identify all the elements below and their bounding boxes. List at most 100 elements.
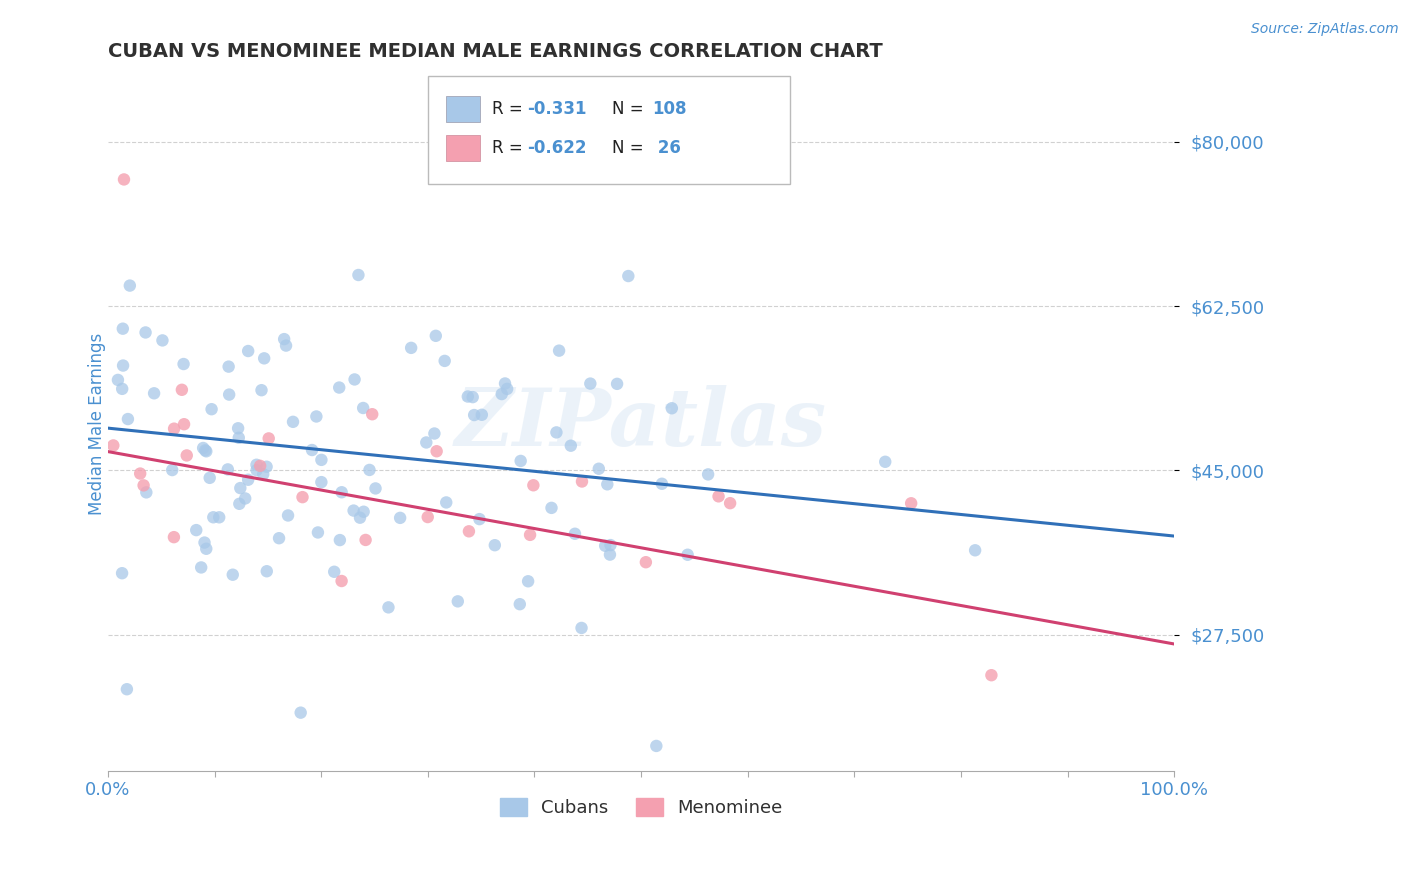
Point <box>579 376 602 391</box>
Point <box>217 462 239 476</box>
Point <box>103 438 125 452</box>
Point <box>354 533 377 547</box>
Point <box>707 489 730 503</box>
Point <box>281 415 304 429</box>
Point <box>226 421 249 435</box>
Point <box>249 458 271 473</box>
Point <box>593 539 616 553</box>
Point <box>111 382 134 396</box>
Point <box>900 496 922 510</box>
Point <box>457 390 479 404</box>
Point <box>107 373 129 387</box>
Point <box>676 548 699 562</box>
Point <box>434 495 457 509</box>
Point <box>571 621 593 635</box>
Point <box>170 383 193 397</box>
Text: 108: 108 <box>652 100 686 118</box>
Point <box>194 443 217 458</box>
Point <box>353 505 375 519</box>
Point <box>290 706 312 720</box>
Point <box>415 435 437 450</box>
Point <box>571 475 593 489</box>
Point <box>152 334 174 348</box>
Point <box>163 422 186 436</box>
Point <box>274 338 297 352</box>
Point <box>343 372 366 386</box>
Point <box>330 485 353 500</box>
Point <box>311 453 333 467</box>
Point <box>305 409 328 424</box>
Point <box>645 739 668 753</box>
Point <box>471 408 494 422</box>
Point <box>599 538 621 552</box>
Point <box>546 425 568 440</box>
Point <box>218 359 240 374</box>
Point <box>193 535 215 549</box>
Point <box>117 412 139 426</box>
Text: 26: 26 <box>652 139 681 157</box>
Point <box>186 523 208 537</box>
Point <box>349 510 371 524</box>
Text: ZIPatlas: ZIPatlas <box>456 384 827 462</box>
Point <box>606 376 628 391</box>
Point <box>651 476 673 491</box>
Point <box>364 482 387 496</box>
Y-axis label: Median Male Earnings: Median Male Earnings <box>89 333 105 515</box>
Point <box>329 533 352 547</box>
Point <box>277 508 299 523</box>
Point <box>135 485 157 500</box>
Point <box>190 560 212 574</box>
Point <box>307 525 329 540</box>
Point <box>661 401 683 416</box>
Point <box>250 383 273 397</box>
Point <box>267 531 290 545</box>
Point <box>218 387 240 401</box>
Point <box>399 341 422 355</box>
Point <box>301 443 323 458</box>
Point <box>115 682 138 697</box>
Point <box>875 455 897 469</box>
Point <box>361 407 384 421</box>
FancyBboxPatch shape <box>446 95 479 122</box>
Point <box>522 478 544 492</box>
Point <box>163 530 186 544</box>
Point <box>198 471 221 485</box>
Point <box>191 441 214 455</box>
Point <box>328 380 350 394</box>
Point <box>228 431 250 445</box>
Point <box>135 326 157 340</box>
Point <box>195 444 218 458</box>
Point <box>980 668 1002 682</box>
Point <box>494 376 516 391</box>
Point <box>118 278 141 293</box>
Point <box>111 566 134 581</box>
Point <box>965 543 987 558</box>
Point <box>359 463 381 477</box>
Point <box>634 555 657 569</box>
Point <box>425 328 447 343</box>
Point <box>463 408 485 422</box>
Point <box>433 354 456 368</box>
Point <box>426 444 449 458</box>
Point <box>588 462 610 476</box>
Point <box>347 268 370 282</box>
Point <box>548 343 571 358</box>
Point <box>458 524 481 539</box>
Point <box>228 497 250 511</box>
Point <box>252 467 274 482</box>
Text: -0.622: -0.622 <box>527 139 586 157</box>
Point <box>236 473 259 487</box>
Text: CUBAN VS MENOMINEE MEDIAN MALE EARNINGS CORRELATION CHART: CUBAN VS MENOMINEE MEDIAN MALE EARNINGS … <box>108 42 883 61</box>
Point <box>256 564 278 578</box>
Point <box>323 565 346 579</box>
Point <box>496 382 519 396</box>
Point <box>253 351 276 366</box>
Point <box>112 359 135 373</box>
Text: Source: ZipAtlas.com: Source: ZipAtlas.com <box>1251 22 1399 37</box>
Point <box>291 490 314 504</box>
Point <box>447 594 470 608</box>
Point <box>129 467 152 481</box>
Point <box>519 528 541 542</box>
Point <box>208 510 231 524</box>
Text: N =: N = <box>613 139 650 157</box>
